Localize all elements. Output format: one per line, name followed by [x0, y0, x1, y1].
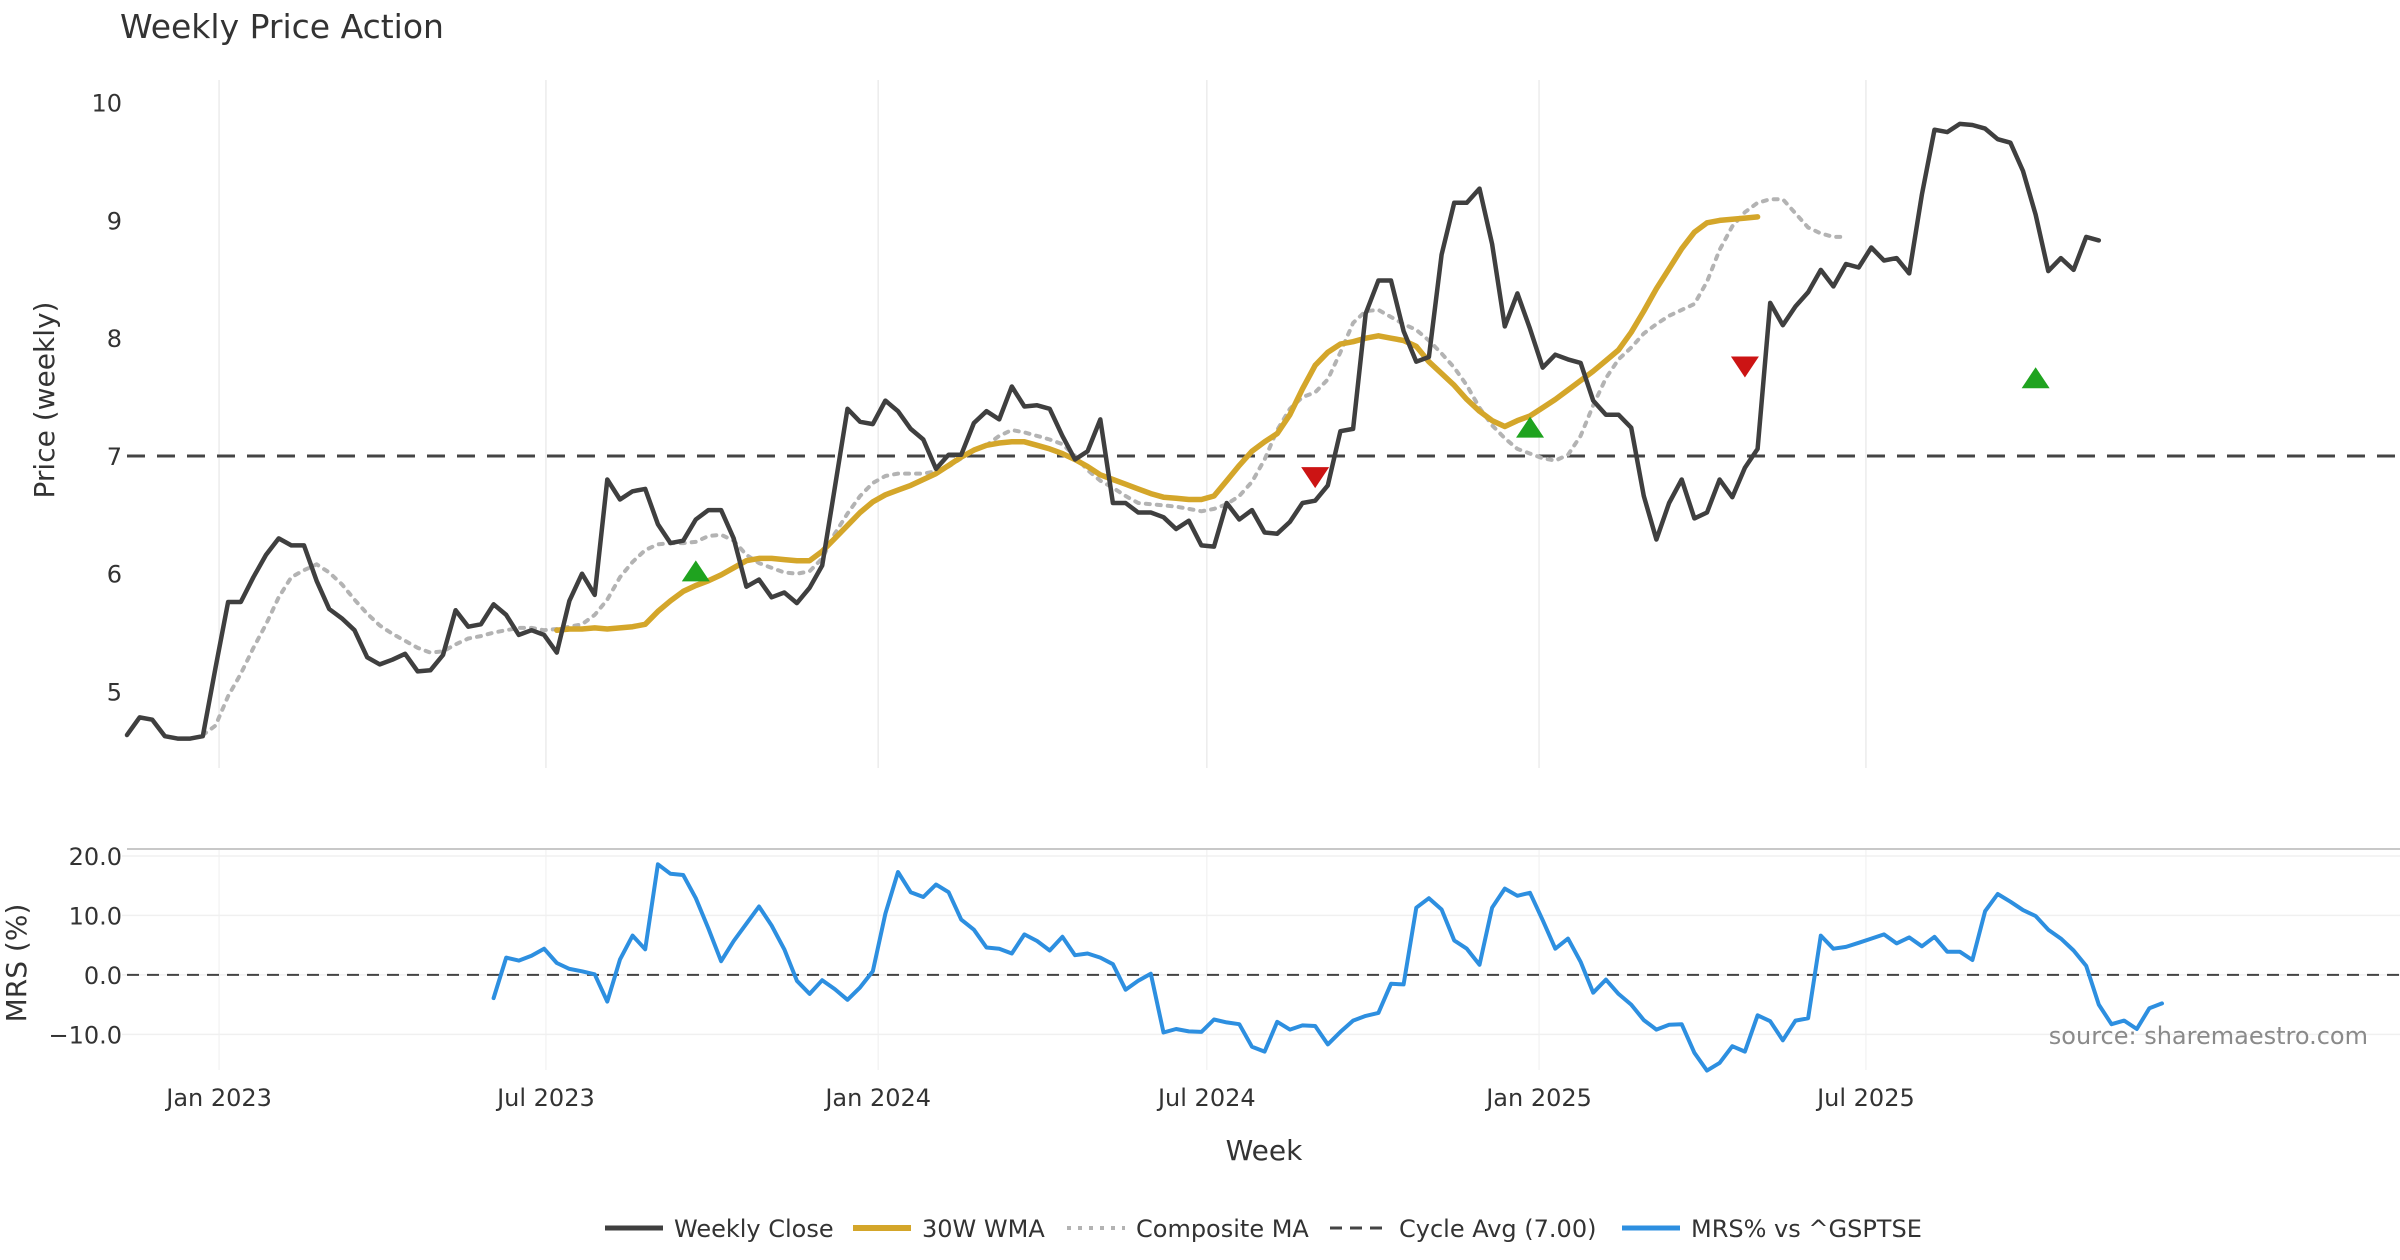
- legend-label: Weekly Close: [674, 1215, 834, 1243]
- sell-signal-marker: [1301, 467, 1330, 489]
- price-y-tick-label: 7: [107, 443, 122, 471]
- legend-label: 30W WMA: [922, 1215, 1045, 1243]
- x-tick-label: Jan 2023: [164, 1084, 272, 1112]
- chart-title: Weekly Price Action: [120, 7, 444, 46]
- buy-signal-marker: [2021, 367, 2050, 389]
- price-y-axis-label: Price (weekly): [28, 302, 61, 499]
- source-note: source: sharemaestro.com: [2049, 1022, 2368, 1050]
- grid: [122, 80, 2400, 1070]
- x-axis-label: Week: [1226, 1134, 1303, 1167]
- series-30w-wma: [554, 214, 1761, 633]
- legend-label: Cycle Avg (7.00): [1399, 1215, 1596, 1243]
- series-composite-ma: [200, 197, 1848, 737]
- x-tick-label: Jul 2025: [1815, 1084, 1915, 1112]
- series-lines: [124, 121, 2400, 1073]
- legend-label: Composite MA: [1136, 1215, 1309, 1243]
- series-mrs: [491, 862, 2164, 1073]
- mrs-y-axis-label: MRS (%): [0, 904, 33, 1023]
- axes: Jan 2023 Jul 2023 Jan 2024 Jul 2024 Jan 2025…: [48, 90, 1914, 1112]
- buy-signal-marker: [681, 560, 710, 582]
- price-y-tick-label: 5: [107, 678, 122, 706]
- x-tick-label: Jan 2025: [1484, 1084, 1592, 1112]
- mrs-y-tick-label: 10.0: [69, 902, 122, 930]
- mrs-y-tick-label: −10.0: [48, 1021, 122, 1049]
- series-weekly-close: [124, 121, 2102, 741]
- legend-label: MRS% vs ^GSPTSE: [1691, 1215, 1922, 1243]
- buy-signal-marker: [1516, 416, 1545, 438]
- price-y-tick-label: 9: [107, 207, 122, 235]
- price-y-tick-label: 8: [107, 325, 122, 353]
- mrs-y-tick-label: 20.0: [69, 843, 122, 871]
- x-tick-label: Jul 2023: [495, 1084, 595, 1112]
- legend: Weekly Close 30W WMA Composite MA Cycle Avg…: [605, 1215, 1922, 1243]
- x-tick-label: Jan 2024: [823, 1084, 931, 1112]
- signal-markers: [681, 356, 2050, 582]
- mrs-y-tick-label: 0.0: [84, 962, 122, 990]
- x-tick-label: Jul 2024: [1156, 1084, 1256, 1112]
- sell-signal-marker: [1730, 356, 1759, 378]
- price-y-tick-label: 6: [107, 561, 122, 589]
- price-y-tick-label: 10: [91, 90, 122, 118]
